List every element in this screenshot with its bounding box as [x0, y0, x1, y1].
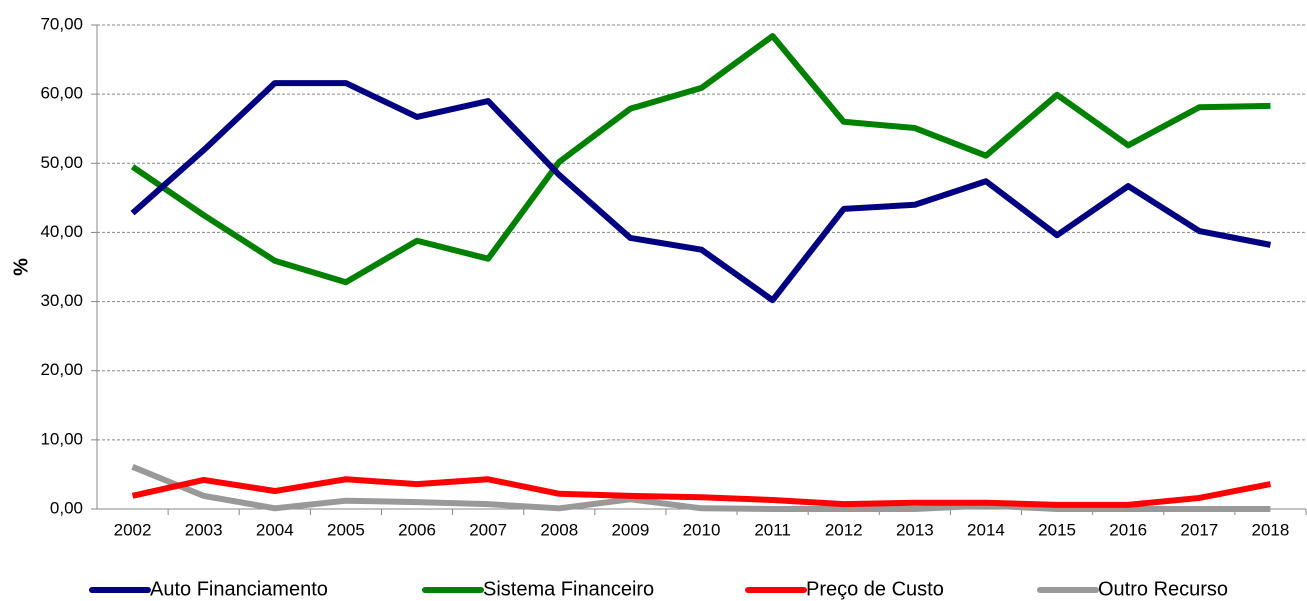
legend-label: Auto Financiamento — [150, 578, 328, 600]
y-tick-label: 50,00 — [40, 153, 83, 172]
y-tick-label: 0,00 — [50, 498, 83, 517]
series-line — [130, 80, 1272, 304]
x-tick-label: 2018 — [1252, 520, 1290, 539]
x-tick-label: 2009 — [611, 520, 649, 539]
x-tick-label: 2017 — [1180, 520, 1218, 539]
x-tick-label: 2004 — [256, 520, 294, 539]
x-tick-label: 2005 — [327, 520, 365, 539]
x-tick-label: 2014 — [967, 520, 1005, 539]
y-tick-label: 70,00 — [40, 14, 83, 33]
x-tick-label: 2015 — [1038, 520, 1076, 539]
legend-label: Preço de Custo — [806, 578, 944, 600]
x-tick-label: 2010 — [683, 520, 721, 539]
y-tick-label: 30,00 — [40, 291, 83, 310]
x-tick-label: 2012 — [825, 520, 863, 539]
y-axis-label: % — [10, 258, 32, 276]
legend-label: Sistema Financeiro — [483, 578, 654, 600]
x-tick-label: 2016 — [1109, 520, 1147, 539]
y-tick-label: 40,00 — [40, 222, 83, 241]
series-line — [131, 464, 1271, 512]
x-tick-label: 2008 — [540, 520, 578, 539]
x-tick-label: 2013 — [896, 520, 934, 539]
series-line — [130, 33, 1271, 286]
y-tick-label: 10,00 — [40, 429, 83, 448]
legend-label: Outro Recurso — [1098, 578, 1228, 600]
x-tick-label: 2006 — [398, 520, 436, 539]
x-tick-label: 2003 — [185, 520, 223, 539]
y-tick-label: 60,00 — [40, 84, 83, 103]
series-line — [131, 476, 1272, 508]
x-tick-label: 2007 — [469, 520, 507, 539]
x-tick-label: 2011 — [754, 520, 791, 539]
y-tick-label: 20,00 — [40, 360, 83, 379]
x-tick-label: 2002 — [114, 520, 152, 539]
